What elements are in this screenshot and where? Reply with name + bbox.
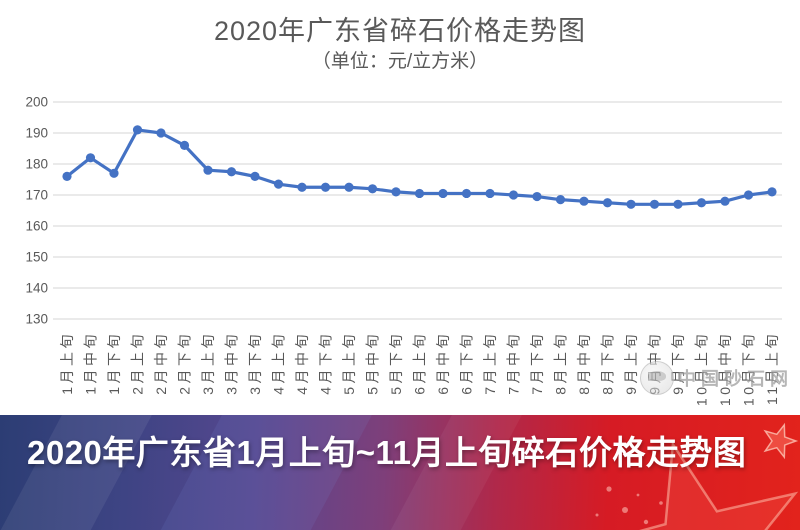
- x-tick-label: 3月上旬: [200, 331, 216, 395]
- data-point: [414, 188, 425, 199]
- data-point: [320, 182, 331, 192]
- data-point: [508, 190, 519, 200]
- chart-title: 2020年广东省碎石价格走势图: [213, 16, 587, 46]
- data-point: [532, 191, 542, 202]
- data-point: [62, 171, 72, 181]
- price-trend-chart: 2020年广东省碎石价格走势图 （单位：元/立方米） 130 140 150 160 1…: [25, 16, 788, 407]
- data-point: [461, 188, 472, 199]
- x-tick-label: 5月下旬: [388, 331, 404, 395]
- data-point: [250, 171, 260, 181]
- data-point: [579, 196, 589, 206]
- data-point: [649, 199, 660, 209]
- sparkle-dot: [606, 486, 612, 492]
- x-tick-label: 10月下旬: [741, 331, 757, 406]
- sparkle-dot: [636, 493, 640, 497]
- y-tick-label: 200: [25, 95, 48, 110]
- x-tick-label: 10月中旬: [717, 331, 733, 406]
- data-point: [626, 199, 636, 209]
- x-tick-label: 1月下旬: [106, 331, 122, 395]
- data-point: [226, 167, 237, 177]
- y-tick-label: 160: [25, 219, 48, 234]
- data-point: [109, 168, 119, 178]
- sparkle-dot: [622, 507, 628, 513]
- x-tick-label: 5月上旬: [341, 331, 357, 395]
- chart-subtitle: （单位：元/立方米）: [311, 51, 489, 72]
- data-point: [297, 182, 307, 192]
- x-tick-label: 7月下旬: [529, 331, 545, 395]
- small-star-icon: [763, 422, 799, 460]
- x-tick-label: 3月下旬: [247, 331, 263, 395]
- x-tick-label: 2月上旬: [130, 331, 146, 395]
- data-point: [132, 125, 143, 135]
- data-point: [673, 199, 683, 209]
- x-tick-label: 9月上旬: [623, 331, 639, 395]
- data-point: [344, 182, 354, 192]
- banner-headline: 2020年广东省1月上旬~11月上旬碎石价格走势图: [27, 434, 747, 471]
- sparkle-dot: [643, 519, 649, 525]
- x-tick-label: 8月上旬: [553, 331, 569, 395]
- data-point: [767, 187, 777, 197]
- x-tick-label: 2月下旬: [177, 331, 193, 395]
- x-tick-label: 8月中旬: [576, 331, 592, 395]
- data-point: [391, 187, 401, 197]
- x-tick-label: 1月中旬: [83, 331, 99, 395]
- x-tick-label: 1月上旬: [59, 331, 75, 395]
- x-tick-label: 8月下旬: [600, 331, 616, 395]
- x-tick-label: 9月中旬: [647, 331, 663, 395]
- y-tick-label: 170: [25, 188, 48, 203]
- plot-area: 130 140 150 160 170 180 190 200 1月上旬 1月中旬 1月下旬 2月上旬…: [25, 95, 782, 406]
- data-point: [602, 198, 613, 208]
- x-tick-label: 3月中旬: [224, 331, 240, 395]
- x-tick-label: 7月上旬: [482, 331, 498, 395]
- y-tick-label: 190: [25, 126, 48, 141]
- data-point: [156, 128, 166, 138]
- data-point: [203, 165, 213, 175]
- x-tick-label: 6月上旬: [412, 331, 428, 395]
- x-tick-label: 6月下旬: [459, 331, 475, 395]
- data-point: [696, 198, 707, 208]
- data-point: [438, 188, 448, 199]
- x-tick-label: 6月中旬: [435, 331, 451, 395]
- x-tick-label: 9月下旬: [670, 331, 686, 395]
- data-point: [85, 153, 96, 163]
- data-point: [720, 196, 730, 206]
- data-point: [485, 188, 495, 199]
- x-tick-label: 11月上旬: [764, 331, 780, 405]
- y-tick-label: 150: [25, 250, 48, 265]
- x-tick-label: 7月中旬: [506, 331, 522, 395]
- data-point: [367, 184, 378, 194]
- big-star-icon: [639, 440, 799, 530]
- x-tick-label: 4月下旬: [318, 331, 334, 395]
- data-point: [273, 179, 284, 189]
- x-tick-label: 4月中旬: [294, 331, 310, 395]
- bottom-banner: 2020年广东省1月上旬~11月上旬碎石价格走势图: [0, 415, 800, 530]
- data-point: [555, 195, 566, 205]
- y-tick-label: 130: [25, 312, 48, 327]
- sparkle-dot: [659, 501, 663, 505]
- x-tick-label: 4月上旬: [271, 331, 287, 395]
- sparkle-dot: [595, 513, 599, 517]
- data-point: [743, 190, 754, 200]
- x-tick-label: 10月上旬: [694, 331, 710, 406]
- data-point: [179, 140, 190, 150]
- x-tick-label: 2月中旬: [153, 331, 169, 395]
- y-tick-label: 180: [25, 157, 48, 172]
- star-decoration: [595, 422, 799, 530]
- x-tick-label: 5月中旬: [365, 331, 381, 395]
- y-tick-label: 140: [25, 281, 48, 296]
